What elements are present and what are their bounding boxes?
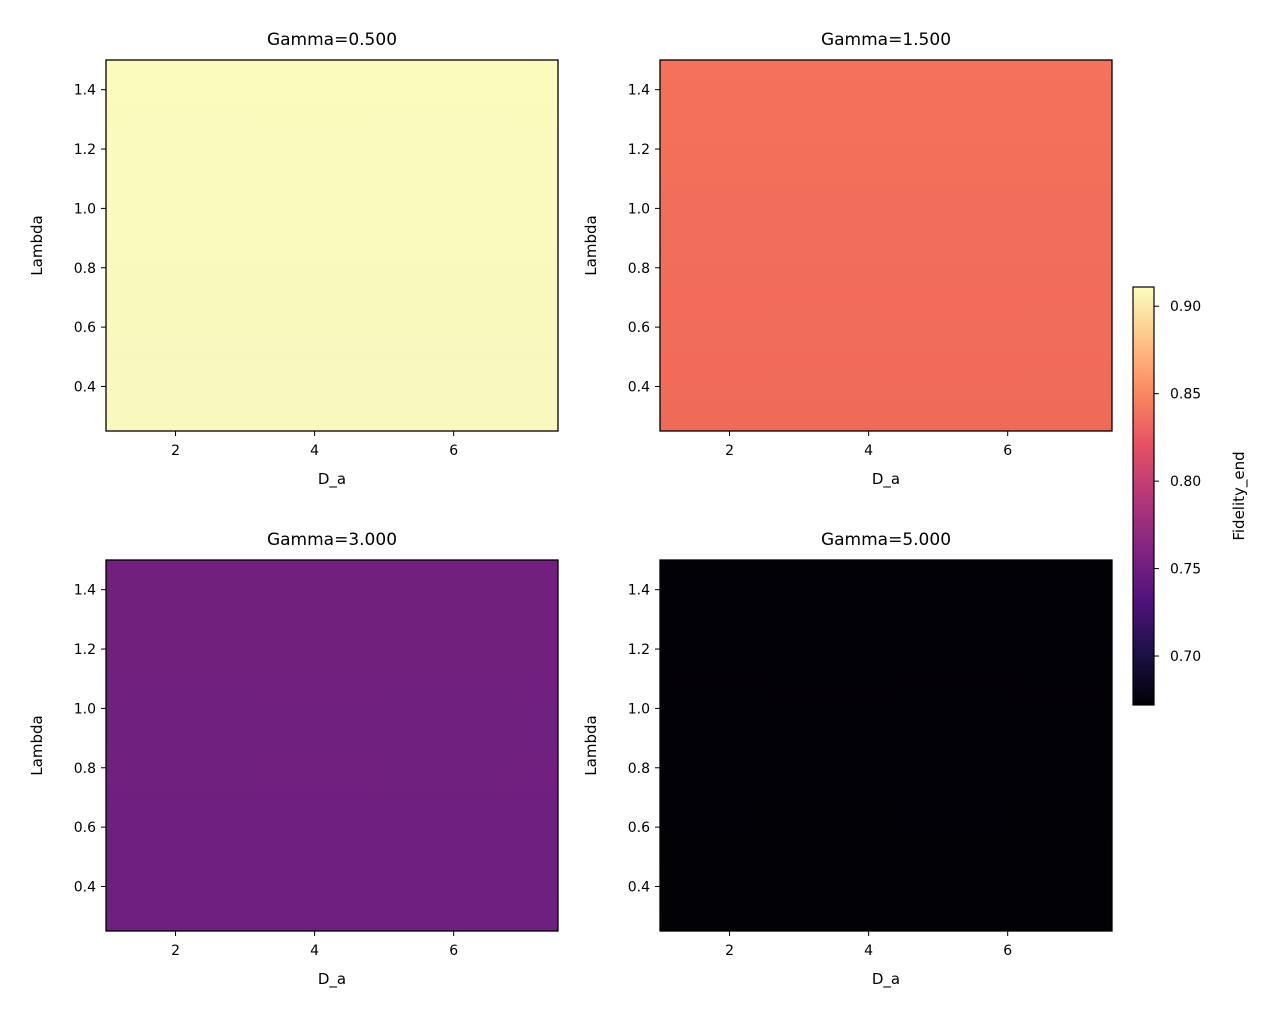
x-tick-label: 6	[449, 943, 458, 959]
colorbar-tick-label: 0.80	[1170, 474, 1201, 490]
y-tick-label: 0.4	[74, 379, 96, 395]
x-axis-label: D_a	[318, 970, 346, 989]
x-tick-label: 4	[310, 443, 319, 459]
y-tick-label: 0.8	[74, 261, 96, 277]
panel-gamma-3-000: Gamma=3.000 2 4 6 0.4 0.6 0.8 1.0 1.2 1.4 D_a Lambd…	[28, 530, 559, 989]
y-tick-label: 0.4	[628, 879, 650, 895]
y-tick-label: 0.4	[74, 879, 96, 895]
colorbar-gradient	[1133, 287, 1154, 705]
y-tick-label: 1.0	[74, 701, 96, 717]
x-tick-label: 2	[725, 943, 734, 959]
x-tick-label: 4	[864, 443, 873, 459]
axes-frame	[105, 559, 559, 932]
y-tick-label: 1.4	[74, 583, 96, 599]
x-tick-label: 2	[171, 943, 180, 959]
y-tick-label: 0.8	[74, 761, 96, 777]
y-tick-label: 0.8	[628, 261, 650, 277]
y-axis-label: Lambda	[582, 715, 600, 775]
x-axis-label: D_a	[872, 470, 900, 489]
x-axis-label: D_a	[872, 970, 900, 989]
panel-title: Gamma=1.500	[821, 30, 951, 50]
x-tick-label: 6	[1003, 443, 1012, 459]
y-tick-label: 1.4	[628, 83, 650, 99]
colorbar-label: Fidelity_end	[1230, 451, 1249, 540]
heatmap-field	[106, 560, 558, 931]
colorbar-tick-label: 0.75	[1170, 562, 1201, 578]
y-axis-label: Lambda	[28, 715, 46, 775]
x-tick-label: 6	[1003, 943, 1012, 959]
heatmap-field	[106, 60, 558, 431]
x-tick-label: 4	[310, 943, 319, 959]
x-tick-label: 2	[725, 443, 734, 459]
panel-gamma-1-500: Gamma=1.500 2 4 6 0.4 0.6 0.8 1.0 1.2 1.4 D_a Lambd…	[582, 30, 1113, 489]
y-tick-label: 0.6	[74, 320, 96, 336]
panel-title: Gamma=5.000	[821, 530, 951, 550]
colorbar-tick-label: 0.90	[1170, 299, 1201, 315]
y-tick-label: 0.6	[628, 320, 650, 336]
colorbar-tick-label: 0.70	[1170, 649, 1201, 665]
y-tick-label: 0.6	[74, 820, 96, 836]
heatmap-field	[660, 60, 1112, 431]
y-tick-label: 1.4	[628, 583, 650, 599]
axes-frame	[105, 59, 559, 432]
x-tick-label: 6	[449, 443, 458, 459]
x-tick-label: 4	[864, 943, 873, 959]
y-tick-label: 1.2	[628, 642, 650, 658]
panel-title: Gamma=0.500	[267, 30, 397, 50]
y-tick-label: 1.0	[628, 701, 650, 717]
axes-frame	[659, 559, 1113, 932]
x-tick-label: 2	[171, 443, 180, 459]
y-tick-label: 1.4	[74, 83, 96, 99]
panel-gamma-5-000: Gamma=5.000 2 4 6 0.4 0.6 0.8 1.0 1.2 1.4 D_a Lambd…	[582, 530, 1113, 989]
y-axis-label: Lambda	[582, 215, 600, 275]
y-tick-label: 0.6	[628, 820, 650, 836]
y-axis-label: Lambda	[28, 215, 46, 275]
x-axis-label: D_a	[318, 470, 346, 489]
y-tick-label: 1.0	[628, 201, 650, 217]
y-tick-label: 1.0	[74, 201, 96, 217]
y-tick-label: 1.2	[74, 642, 96, 658]
y-tick-label: 1.2	[628, 142, 650, 158]
y-tick-label: 0.4	[628, 379, 650, 395]
colorbar: 0.70 0.75 0.80 0.85 0.90 Fidelity_end	[1132, 286, 1249, 706]
colorbar-tick-label: 0.85	[1170, 387, 1201, 403]
colorbar-frame	[1132, 286, 1155, 706]
heatmap-panels: Gamma=0.500 2 4 6 0.4 0.6 0.8 1.0 1.2 1.4 D_a Lambd…	[28, 30, 1113, 989]
panel-title: Gamma=3.000	[267, 530, 397, 550]
axes-frame	[659, 59, 1113, 432]
panel-gamma-0-500: Gamma=0.500 2 4 6 0.4 0.6 0.8 1.0 1.2 1.4 D_a Lambd…	[28, 30, 559, 489]
y-tick-label: 0.8	[628, 761, 650, 777]
y-tick-label: 1.2	[74, 142, 96, 158]
heatmap-field	[660, 560, 1112, 931]
